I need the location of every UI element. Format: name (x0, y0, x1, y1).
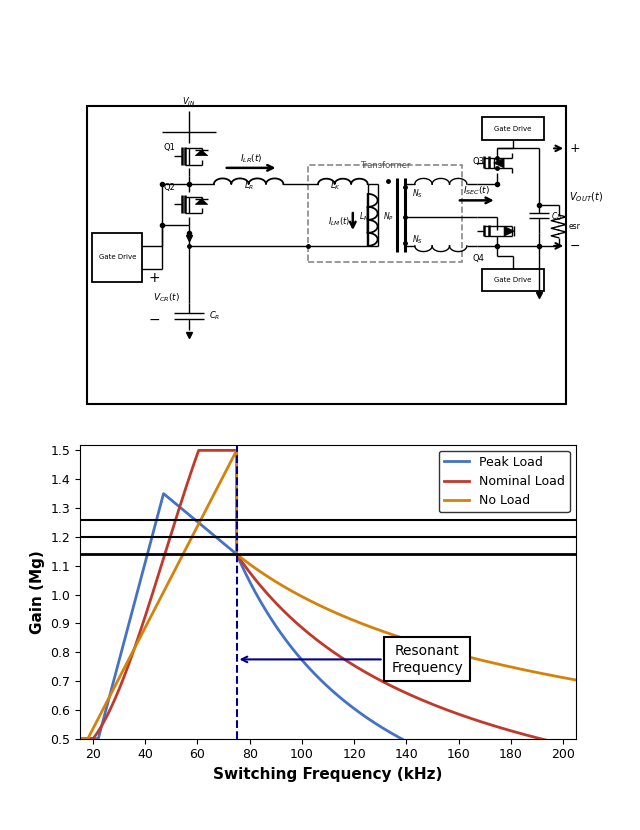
Text: Gate Drive: Gate Drive (494, 126, 531, 132)
Text: $L_R$: $L_R$ (244, 179, 253, 192)
Text: $I_{SEC}(t)$: $I_{SEC}(t)$ (463, 184, 490, 197)
Text: $I_{LM}(t)$: $I_{LM}(t)$ (328, 215, 350, 227)
X-axis label: Switching Frequency (kHz): Switching Frequency (kHz) (213, 767, 443, 782)
Text: Q3: Q3 (472, 157, 484, 166)
Text: $C_O$: $C_O$ (551, 210, 563, 223)
Text: $L_K$: $L_K$ (330, 179, 341, 192)
Bar (482, 269, 544, 291)
Text: Transformer: Transformer (360, 161, 410, 170)
Bar (92, 233, 142, 281)
Polygon shape (504, 227, 515, 236)
Bar (308, 164, 462, 262)
Y-axis label: Gain (Mg): Gain (Mg) (29, 549, 45, 633)
Text: Q2: Q2 (163, 183, 175, 193)
Text: $-$: $-$ (568, 239, 580, 252)
Legend: Peak Load, Nominal Load, No Load: Peak Load, Nominal Load, No Load (439, 451, 570, 512)
Text: $N_S$: $N_S$ (412, 188, 423, 200)
Text: $+$: $+$ (568, 142, 580, 155)
Text: $N_S$: $N_S$ (412, 233, 423, 246)
Text: Q1: Q1 (163, 143, 175, 152)
Text: Gate Drive: Gate Drive (99, 254, 136, 261)
Text: $I_{LR}(t)$: $I_{LR}(t)$ (240, 152, 262, 164)
Text: Gate Drive: Gate Drive (494, 277, 531, 283)
Text: Q4: Q4 (472, 254, 484, 263)
Text: Resonant
Frequency: Resonant Frequency (242, 644, 463, 675)
Text: $L_M$: $L_M$ (360, 210, 370, 223)
Text: $+$: $+$ (148, 271, 161, 286)
Polygon shape (195, 198, 208, 204)
Bar (482, 118, 544, 140)
Text: $C_R$: $C_R$ (209, 310, 220, 322)
Text: $N_P$: $N_P$ (383, 210, 394, 223)
Text: $V_{IN}$: $V_{IN}$ (182, 95, 196, 108)
Text: $V_{CR}(t)$: $V_{CR}(t)$ (154, 291, 180, 304)
Text: esr: esr (568, 222, 580, 231)
Text: $-$: $-$ (148, 312, 161, 326)
Polygon shape (493, 158, 504, 168)
Text: $V_{OUT}(t)$: $V_{OUT}(t)$ (568, 190, 603, 204)
Polygon shape (195, 150, 208, 156)
